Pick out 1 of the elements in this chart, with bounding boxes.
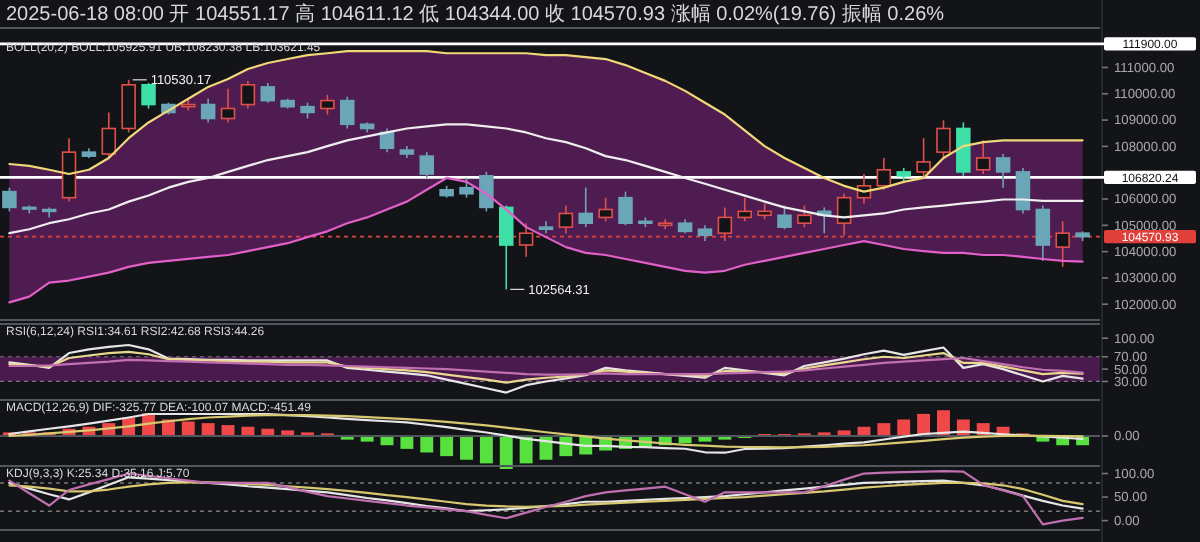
- text: 2025-06-18 08:00 开 104551.17 高 104611.12 低 104344.00 收 104570.93 涨幅 0.02%(19.76) 振幅 0.26%: [6, 2, 945, 26]
